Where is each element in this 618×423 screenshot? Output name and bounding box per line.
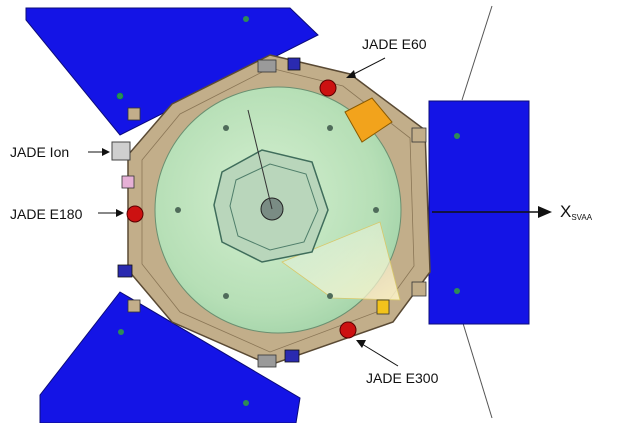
jade-ion-sensor (111, 141, 131, 161)
label-jade-e60: JADE E60 (362, 36, 427, 52)
pointer-e300 (361, 343, 399, 367)
panel-marker (454, 133, 460, 139)
panel-marker (118, 329, 124, 335)
label-x-axis: XSVAA (560, 202, 592, 222)
pointer-e60-head (346, 70, 356, 78)
hinge-bracket (127, 107, 141, 121)
central-structure-inner (229, 163, 319, 251)
radiator-plate (344, 97, 393, 143)
label-jade-ion: JADE Ion (10, 144, 70, 160)
label-jade-e180: JADE E180 (10, 206, 83, 222)
reference-line-top (461, 5, 493, 101)
bolt (327, 125, 333, 131)
axis-subscript: SVAA (571, 213, 593, 222)
reference-line-bottom (461, 319, 493, 419)
panel-marker (116, 92, 124, 100)
pointer-ion-head (102, 148, 110, 156)
solar-panel-lower-left (39, 291, 301, 423)
pointer-e300-head (356, 340, 366, 348)
bolt (175, 207, 181, 213)
pointer-e60 (349, 57, 386, 77)
panel-marker (454, 288, 460, 294)
hardware-box (257, 59, 277, 73)
panel-marker (243, 400, 249, 406)
bolt (223, 293, 229, 299)
jade-e300-sensor (339, 321, 357, 339)
axis-letter: X (560, 202, 572, 221)
sensor-beam (281, 221, 401, 301)
hardware-box (287, 57, 301, 71)
arrow-right-icon (538, 206, 552, 218)
label-jade-e300: JADE E300 (366, 370, 439, 386)
panel-marker (243, 16, 249, 22)
jade-e60-sensor (319, 79, 337, 97)
bolt (223, 125, 229, 131)
hinge-bracket (411, 127, 427, 143)
bolt (373, 207, 379, 213)
hinge-bracket (411, 281, 427, 297)
hardware-box (121, 175, 135, 189)
hinge-bracket (127, 299, 141, 313)
jade-e180-sensor (126, 205, 144, 223)
pointer-e180-head (116, 209, 124, 217)
central-boom (247, 109, 273, 210)
hardware-box (117, 264, 133, 278)
bolt (327, 293, 333, 299)
hardware-box (257, 354, 277, 368)
hardware-box (376, 299, 390, 315)
hardware-box (284, 349, 300, 363)
